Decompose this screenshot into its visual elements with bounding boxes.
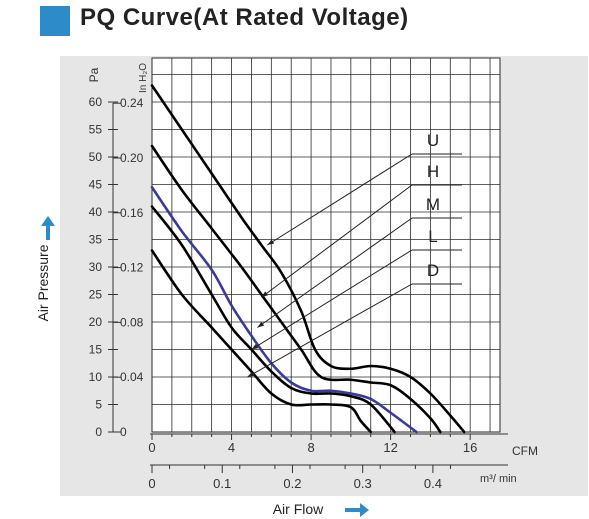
legend-label-L: L <box>428 227 437 246</box>
y-tick-label: 25 <box>89 288 103 302</box>
legend-label-D: D <box>427 261 439 280</box>
x2-unit-label: m³/ min <box>480 473 517 485</box>
x2-tick-label: 0.3 <box>354 476 372 491</box>
y-axis-arrow-icon <box>41 216 55 240</box>
legend-leader-line <box>247 283 413 378</box>
y2-tick-label: 0.24 <box>120 96 144 110</box>
y-tick-label: 0 <box>95 425 102 439</box>
y-tick-label: 55 <box>89 123 103 137</box>
legend-arrowhead-icon <box>261 291 269 298</box>
curve-M <box>150 185 418 434</box>
legend-leader-line <box>251 249 413 350</box>
x2-tick-label: 0 <box>148 476 155 491</box>
y-axis-title: Air Pressure <box>35 244 51 321</box>
x-tick-label: 16 <box>463 440 477 455</box>
y-tick-label: 20 <box>89 315 103 329</box>
x2-tick-label: 0.1 <box>213 476 231 491</box>
x-axis-arrow-icon <box>345 503 369 517</box>
legend-label-U: U <box>427 131 439 150</box>
y2-tick-label: 0.04 <box>120 370 144 384</box>
legend-arrowhead-icon <box>247 371 255 377</box>
legend-arrowhead-icon <box>267 239 275 245</box>
legend-leader-line <box>261 184 413 298</box>
x2-tick-label: 0.4 <box>424 476 442 491</box>
y2-tick-label: 0.16 <box>120 206 144 220</box>
x-unit-label: CFM <box>512 444 538 458</box>
page-title: PQ Curve(At Rated Voltage) <box>80 4 409 31</box>
plot-area <box>151 57 501 433</box>
y-tick-label: 15 <box>89 343 103 357</box>
legend-label-M: M <box>426 195 440 214</box>
y2-tick-label: 0.08 <box>120 315 144 329</box>
y-tick-label: 40 <box>89 205 103 219</box>
legend-arrowhead-icon <box>257 321 265 328</box>
x-tick-label: 0 <box>148 440 155 455</box>
x-tick-label: 4 <box>228 440 235 455</box>
x2-tick-label: 0.2 <box>283 476 301 491</box>
title-square-icon <box>40 6 70 36</box>
y-tick-label: 60 <box>89 95 103 109</box>
y-tick-label: 50 <box>89 150 103 164</box>
y2-unit-label: In H₂O <box>138 63 149 93</box>
y-tick-label: 30 <box>89 260 103 274</box>
y2-tick-label: 0 <box>120 425 127 439</box>
curve-U <box>150 84 466 434</box>
y2-tick-label: 0.20 <box>120 151 144 165</box>
grid <box>151 57 501 433</box>
curves <box>150 84 466 434</box>
y-unit-label: Pa <box>87 67 101 82</box>
curve-L <box>150 205 396 434</box>
labels: 05101520253035404550556000.040.080.120.1… <box>35 63 538 517</box>
legend-label-H: H <box>427 162 439 181</box>
curve-D <box>150 249 373 434</box>
x-tick-label: 8 <box>307 440 314 455</box>
y-tick-label: 45 <box>89 178 103 192</box>
legend-arrowhead-icon <box>251 343 259 350</box>
y2-tick-label: 0.12 <box>120 261 144 275</box>
x-tick-label: 12 <box>383 440 397 455</box>
y-tick-label: 35 <box>89 233 103 247</box>
x-axis-title: Air Flow <box>273 501 324 517</box>
y-tick-label: 5 <box>95 398 102 412</box>
curve-H <box>150 144 442 434</box>
y-tick-label: 10 <box>89 370 103 384</box>
legend-leader-line <box>257 217 413 328</box>
legend-leader-line <box>267 153 413 246</box>
